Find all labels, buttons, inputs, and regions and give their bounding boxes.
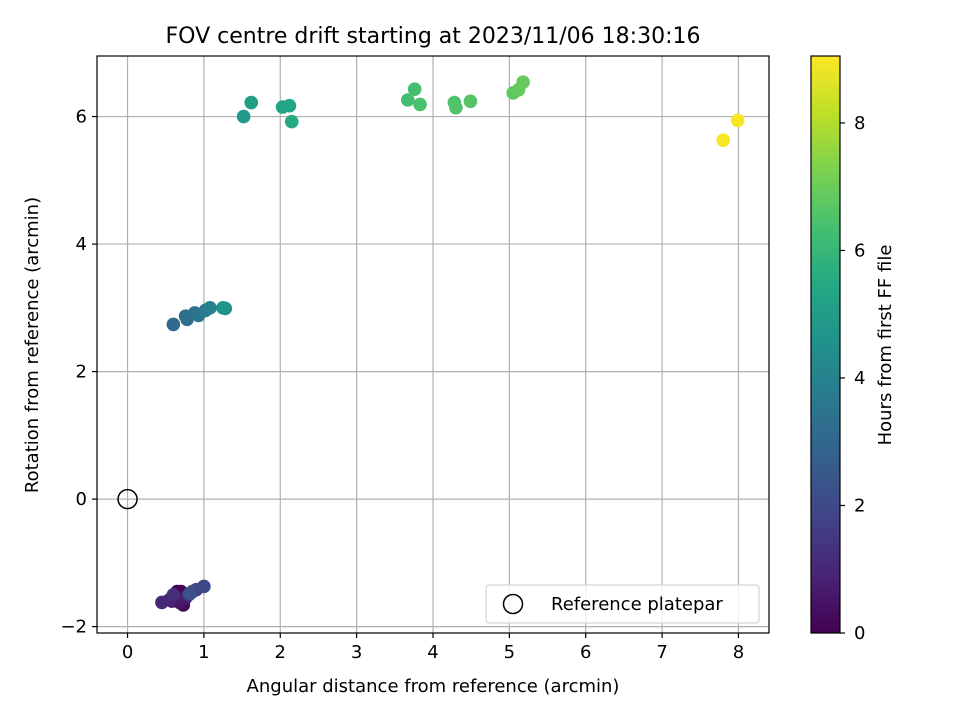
- data-point: [244, 95, 259, 110]
- plot-frame: [96, 55, 770, 634]
- legend: Reference platepar: [485, 584, 760, 624]
- data-point: [516, 75, 530, 89]
- data-point: [155, 595, 169, 610]
- y-tick-label: 0: [76, 489, 87, 510]
- y-tick-label: 4: [76, 234, 87, 255]
- colorbar-label: Hours from first FF file: [875, 245, 896, 446]
- x-axis-label: Angular distance from reference (arcmin): [247, 676, 620, 697]
- grid-lines: [97, 56, 769, 633]
- y-tick-label: 2: [76, 362, 87, 383]
- y-tick-label: 6: [76, 107, 87, 128]
- data-point: [463, 94, 478, 109]
- data-point: [183, 586, 197, 601]
- data-point: [166, 317, 181, 332]
- y-tick-label: −2: [60, 617, 87, 638]
- legend-box: [485, 584, 760, 624]
- y-axis-ticks: −2 0 2 4 6: [60, 107, 97, 638]
- colorbar-tick-label: 2: [854, 495, 865, 516]
- data-point: [282, 98, 297, 113]
- y-axis-label: Rotation from reference (arcmin): [22, 197, 43, 493]
- data-point: [284, 114, 299, 129]
- legend-marker-reference: [502, 593, 524, 615]
- data-point: [449, 100, 463, 115]
- colorbar-gradient: [810, 55, 841, 634]
- data-point: [401, 93, 415, 107]
- x-tick-label: 1: [198, 642, 209, 663]
- x-tick-label: 8: [733, 642, 744, 663]
- data-point: [730, 113, 745, 128]
- colorbar-tick-label: 0: [854, 623, 865, 644]
- x-tick-label: 6: [580, 642, 591, 663]
- legend-label-reference: Reference platepar: [551, 594, 723, 615]
- x-tick-label: 7: [656, 642, 667, 663]
- x-tick-label: 3: [351, 642, 362, 663]
- plot-area: 0 1 2 3 4 5 6 7 8 −2 0 2 4 6 Reference platepar: [60, 55, 770, 663]
- reference-point: [117, 488, 138, 510]
- data-point: [236, 109, 251, 124]
- data-point: [407, 82, 422, 96]
- data-point: [203, 301, 217, 315]
- x-tick-label: 0: [122, 642, 133, 663]
- data-points: [155, 75, 745, 612]
- data-point: [413, 97, 427, 112]
- x-tick-label: 4: [427, 642, 438, 663]
- colorbar: 0 2 4 6 8 Hours from first FF file: [810, 55, 896, 644]
- data-point: [218, 301, 233, 316]
- x-tick-label: 2: [275, 642, 286, 663]
- colorbar-tick-label: 6: [854, 240, 865, 261]
- data-point: [716, 133, 730, 147]
- chart-title: FOV centre drift starting at 2023/11/06 …: [166, 24, 701, 49]
- reference-marker: [117, 488, 138, 510]
- colorbar-tick-label: 4: [854, 368, 865, 389]
- data-point: [197, 579, 211, 594]
- x-tick-label: 5: [504, 642, 515, 663]
- colorbar-ticks: 0 2 4 6 8: [840, 113, 865, 644]
- colorbar-tick-label: 8: [854, 113, 865, 134]
- data-point: [166, 587, 181, 602]
- x-axis-ticks: 0 1 2 3 4 5 6 7 8: [122, 633, 744, 663]
